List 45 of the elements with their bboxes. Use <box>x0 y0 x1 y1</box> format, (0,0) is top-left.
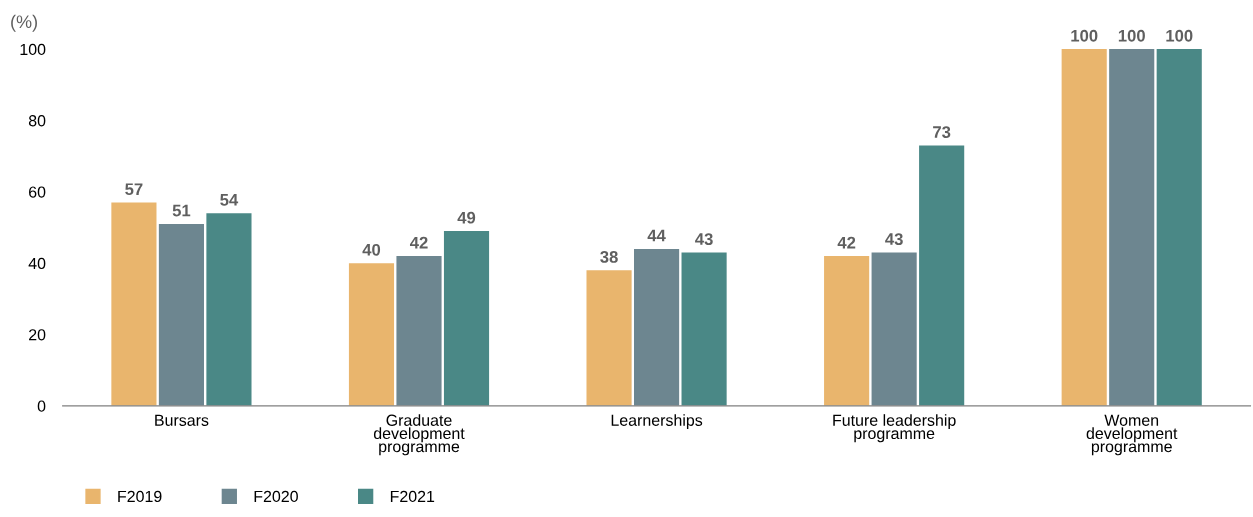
bar <box>443 231 490 406</box>
y-axis-title: (%) <box>11 14 37 32</box>
y-tick-label: 60 <box>29 186 46 198</box>
data-label: 44 <box>647 229 666 242</box>
data-label: 73 <box>933 126 951 138</box>
data-label: 43 <box>885 233 903 246</box>
y-tick-label: 20 <box>29 329 46 341</box>
bar <box>919 145 965 406</box>
bar <box>348 263 395 406</box>
bar <box>681 252 727 406</box>
bar <box>1109 49 1155 406</box>
bar <box>111 202 157 406</box>
data-label: 42 <box>837 236 856 249</box>
legend-label: F2021 <box>390 490 435 503</box>
data-label: 49 <box>457 211 476 224</box>
legend-label: F2020 <box>254 490 298 503</box>
bar <box>871 252 917 406</box>
data-label: 100 <box>1071 29 1098 42</box>
data-label: 100 <box>1166 29 1193 42</box>
legend-label: F2019 <box>118 490 162 503</box>
bar <box>586 270 632 406</box>
y-tick-label: 80 <box>28 115 46 127</box>
bar <box>824 256 870 406</box>
data-label: 40 <box>362 243 381 256</box>
x-tick-label: Women development programme <box>1086 414 1178 456</box>
bar <box>206 213 252 406</box>
bar <box>1061 49 1107 406</box>
bar <box>158 223 204 406</box>
y-tick-label: 0 <box>37 400 46 412</box>
x-tick-label: Bursars <box>155 414 209 426</box>
data-label: 57 <box>125 183 143 196</box>
bar <box>396 256 442 406</box>
data-label: 100 <box>1118 29 1145 42</box>
x-tick-label: Future leadership programme <box>833 414 956 443</box>
data-label: 42 <box>409 236 428 249</box>
data-label: 43 <box>695 233 713 246</box>
y-tick-label: 100 <box>20 43 46 56</box>
bar <box>1156 49 1202 406</box>
x-tick-label: Learnerships <box>611 414 703 430</box>
data-label: 38 <box>600 251 618 263</box>
bar <box>634 248 680 406</box>
y-tick-label: 40 <box>28 257 46 270</box>
data-label: 54 <box>220 194 239 206</box>
data-label: 51 <box>172 204 191 217</box>
x-tick-label: Graduate development programme <box>373 414 465 456</box>
